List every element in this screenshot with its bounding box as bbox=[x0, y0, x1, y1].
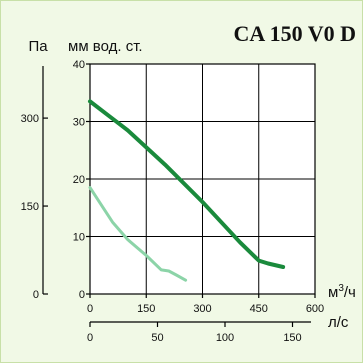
chart-title: CA 150 V0 D bbox=[234, 21, 356, 46]
x-secondary-ticks: 0 50 100 150 bbox=[87, 322, 302, 344]
x-secondary-tick-label: 100 bbox=[216, 332, 234, 344]
y-secondary-label: Па bbox=[28, 38, 48, 55]
x-primary-tick-label: 0 bbox=[87, 303, 93, 315]
x-primary-tick-label: 150 bbox=[137, 303, 155, 315]
x-secondary-label: л/с bbox=[328, 314, 349, 331]
y-primary-label: мм вод. ст. bbox=[68, 38, 143, 55]
plot-area bbox=[88, 63, 316, 295]
x-secondary-tick-label: 0 bbox=[87, 332, 93, 344]
x-secondary-tick-label: 50 bbox=[151, 332, 163, 344]
y-primary-tick-label: 30 bbox=[73, 117, 85, 129]
series-layer bbox=[88, 99, 286, 282]
y-primary-ticks: 0 10 20 30 40 bbox=[73, 59, 90, 301]
x-secondary-tick-label: 150 bbox=[283, 332, 301, 344]
x-primary-label: м3/ч bbox=[328, 283, 356, 301]
x-primary-tick-label: 600 bbox=[306, 303, 324, 315]
x-primary-ticks: 0 150 300 450 600 bbox=[87, 294, 324, 315]
x-primary-tick-label: 300 bbox=[193, 303, 211, 315]
x-primary-tick-label: 450 bbox=[250, 303, 268, 315]
y-primary-tick-label: 20 bbox=[73, 174, 85, 186]
y-primary-tick-label: 10 bbox=[73, 232, 85, 244]
y-secondary-tick-label: 300 bbox=[21, 113, 39, 125]
y-primary-tick-label: 0 bbox=[79, 289, 85, 301]
series-line-2 bbox=[88, 186, 188, 282]
y-primary-tick-label: 40 bbox=[73, 59, 85, 71]
y-secondary-tick-label: 150 bbox=[21, 201, 39, 213]
y-secondary-ticks: 0 150 300 bbox=[21, 113, 48, 301]
grid bbox=[90, 64, 315, 294]
series-line-1 bbox=[88, 99, 286, 269]
y-secondary-tick-label: 0 bbox=[33, 289, 39, 301]
